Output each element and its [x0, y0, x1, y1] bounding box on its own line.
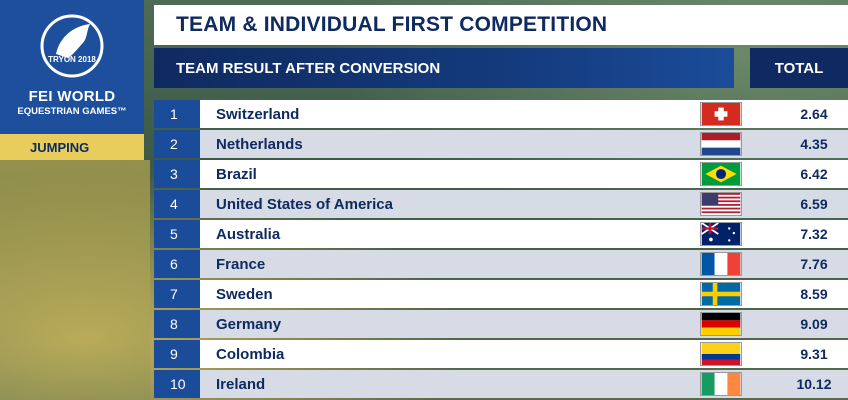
rank-cell: 2 — [154, 130, 200, 158]
total-cell: 4.35 — [780, 130, 848, 158]
results-table: 1 Switzerland 2.64 2 Netherlands 4.35 3 … — [154, 100, 848, 400]
total-cell: 9.09 — [780, 310, 848, 338]
row-spacer — [746, 160, 780, 188]
section-title-bar: TEAM RESULT AFTER CONVERSION — [154, 48, 734, 88]
country-cell: Brazil — [200, 160, 746, 188]
logo-text: TRYON 2018 — [48, 55, 96, 64]
total-cell: 10.12 — [780, 370, 848, 398]
usa-flag-icon — [700, 192, 742, 216]
country-cell: Netherlands — [200, 130, 746, 158]
table-row: 9 Colombia 9.31 — [154, 340, 848, 370]
table-row: 10 Ireland 10.12 — [154, 370, 848, 400]
total-cell: 7.32 — [780, 220, 848, 248]
row-spacer — [746, 370, 780, 398]
australia-flag-icon — [700, 222, 742, 246]
page-title: TEAM & INDIVIDUAL FIRST COMPETITION — [176, 13, 608, 36]
row-spacer — [746, 100, 780, 128]
total-cell: 9.31 — [780, 340, 848, 368]
total-cell: 7.76 — [780, 250, 848, 278]
stars-decoration — [0, 160, 150, 400]
table-row: 2 Netherlands 4.35 — [154, 130, 848, 160]
section-title: TEAM RESULT AFTER CONVERSION — [176, 59, 441, 77]
rank-cell: 4 — [154, 190, 200, 218]
table-row: 4 United States of America 6.59 — [154, 190, 848, 220]
brazil-flag-icon — [700, 162, 742, 186]
rank-cell: 10 — [154, 370, 200, 398]
ireland-flag-icon — [700, 372, 742, 396]
country-cell: Australia — [200, 220, 746, 248]
germany-flag-icon — [700, 312, 742, 336]
table-row: 3 Brazil 6.42 — [154, 160, 848, 190]
total-cell: 2.64 — [780, 100, 848, 128]
netherlands-flag-icon — [700, 132, 742, 156]
country-cell: France — [200, 250, 746, 278]
rank-cell: 9 — [154, 340, 200, 368]
country-cell: Germany — [200, 310, 746, 338]
rank-cell: 7 — [154, 280, 200, 308]
rank-cell: 5 — [154, 220, 200, 248]
country-cell: Sweden — [200, 280, 746, 308]
country-cell: Switzerland — [200, 100, 746, 128]
table-row: 7 Sweden 8.59 — [154, 280, 848, 310]
brand-subtitle: EQUESTRIAN GAMES™ — [17, 106, 127, 117]
row-spacer — [746, 310, 780, 338]
page-title-bar: TEAM & INDIVIDUAL FIRST COMPETITION — [154, 5, 848, 45]
country-cell: Colombia — [200, 340, 746, 368]
total-cell: 8.59 — [780, 280, 848, 308]
row-spacer — [746, 190, 780, 218]
discipline-label: JUMPING — [0, 134, 144, 160]
row-spacer — [746, 130, 780, 158]
total-header: TOTAL — [750, 48, 848, 88]
brand-title: FEI WORLD — [28, 88, 116, 105]
country-cell: United States of America — [200, 190, 746, 218]
total-cell: 6.42 — [780, 160, 848, 188]
brand-panel: TRYON 2018 FEI WORLD EQUESTRIAN GAMES™ — [0, 0, 144, 134]
horse-logo-icon: TRYON 2018 — [40, 14, 104, 78]
rank-cell: 8 — [154, 310, 200, 338]
table-row: 6 France 7.76 — [154, 250, 848, 280]
row-spacer — [746, 340, 780, 368]
france-flag-icon — [700, 252, 742, 276]
row-spacer — [746, 250, 780, 278]
sweden-flag-icon — [700, 282, 742, 306]
rank-cell: 3 — [154, 160, 200, 188]
colombia-flag-icon — [700, 342, 742, 366]
rank-cell: 1 — [154, 100, 200, 128]
row-spacer — [746, 220, 780, 248]
table-row: 1 Switzerland 2.64 — [154, 100, 848, 130]
row-spacer — [746, 280, 780, 308]
table-row: 8 Germany 9.09 — [154, 310, 848, 340]
rank-cell: 6 — [154, 250, 200, 278]
table-row: 5 Australia 7.32 — [154, 220, 848, 250]
total-cell: 6.59 — [780, 190, 848, 218]
total-header-label: TOTAL — [774, 59, 824, 77]
switzerland-flag-icon — [700, 102, 742, 126]
country-cell: Ireland — [200, 370, 746, 398]
